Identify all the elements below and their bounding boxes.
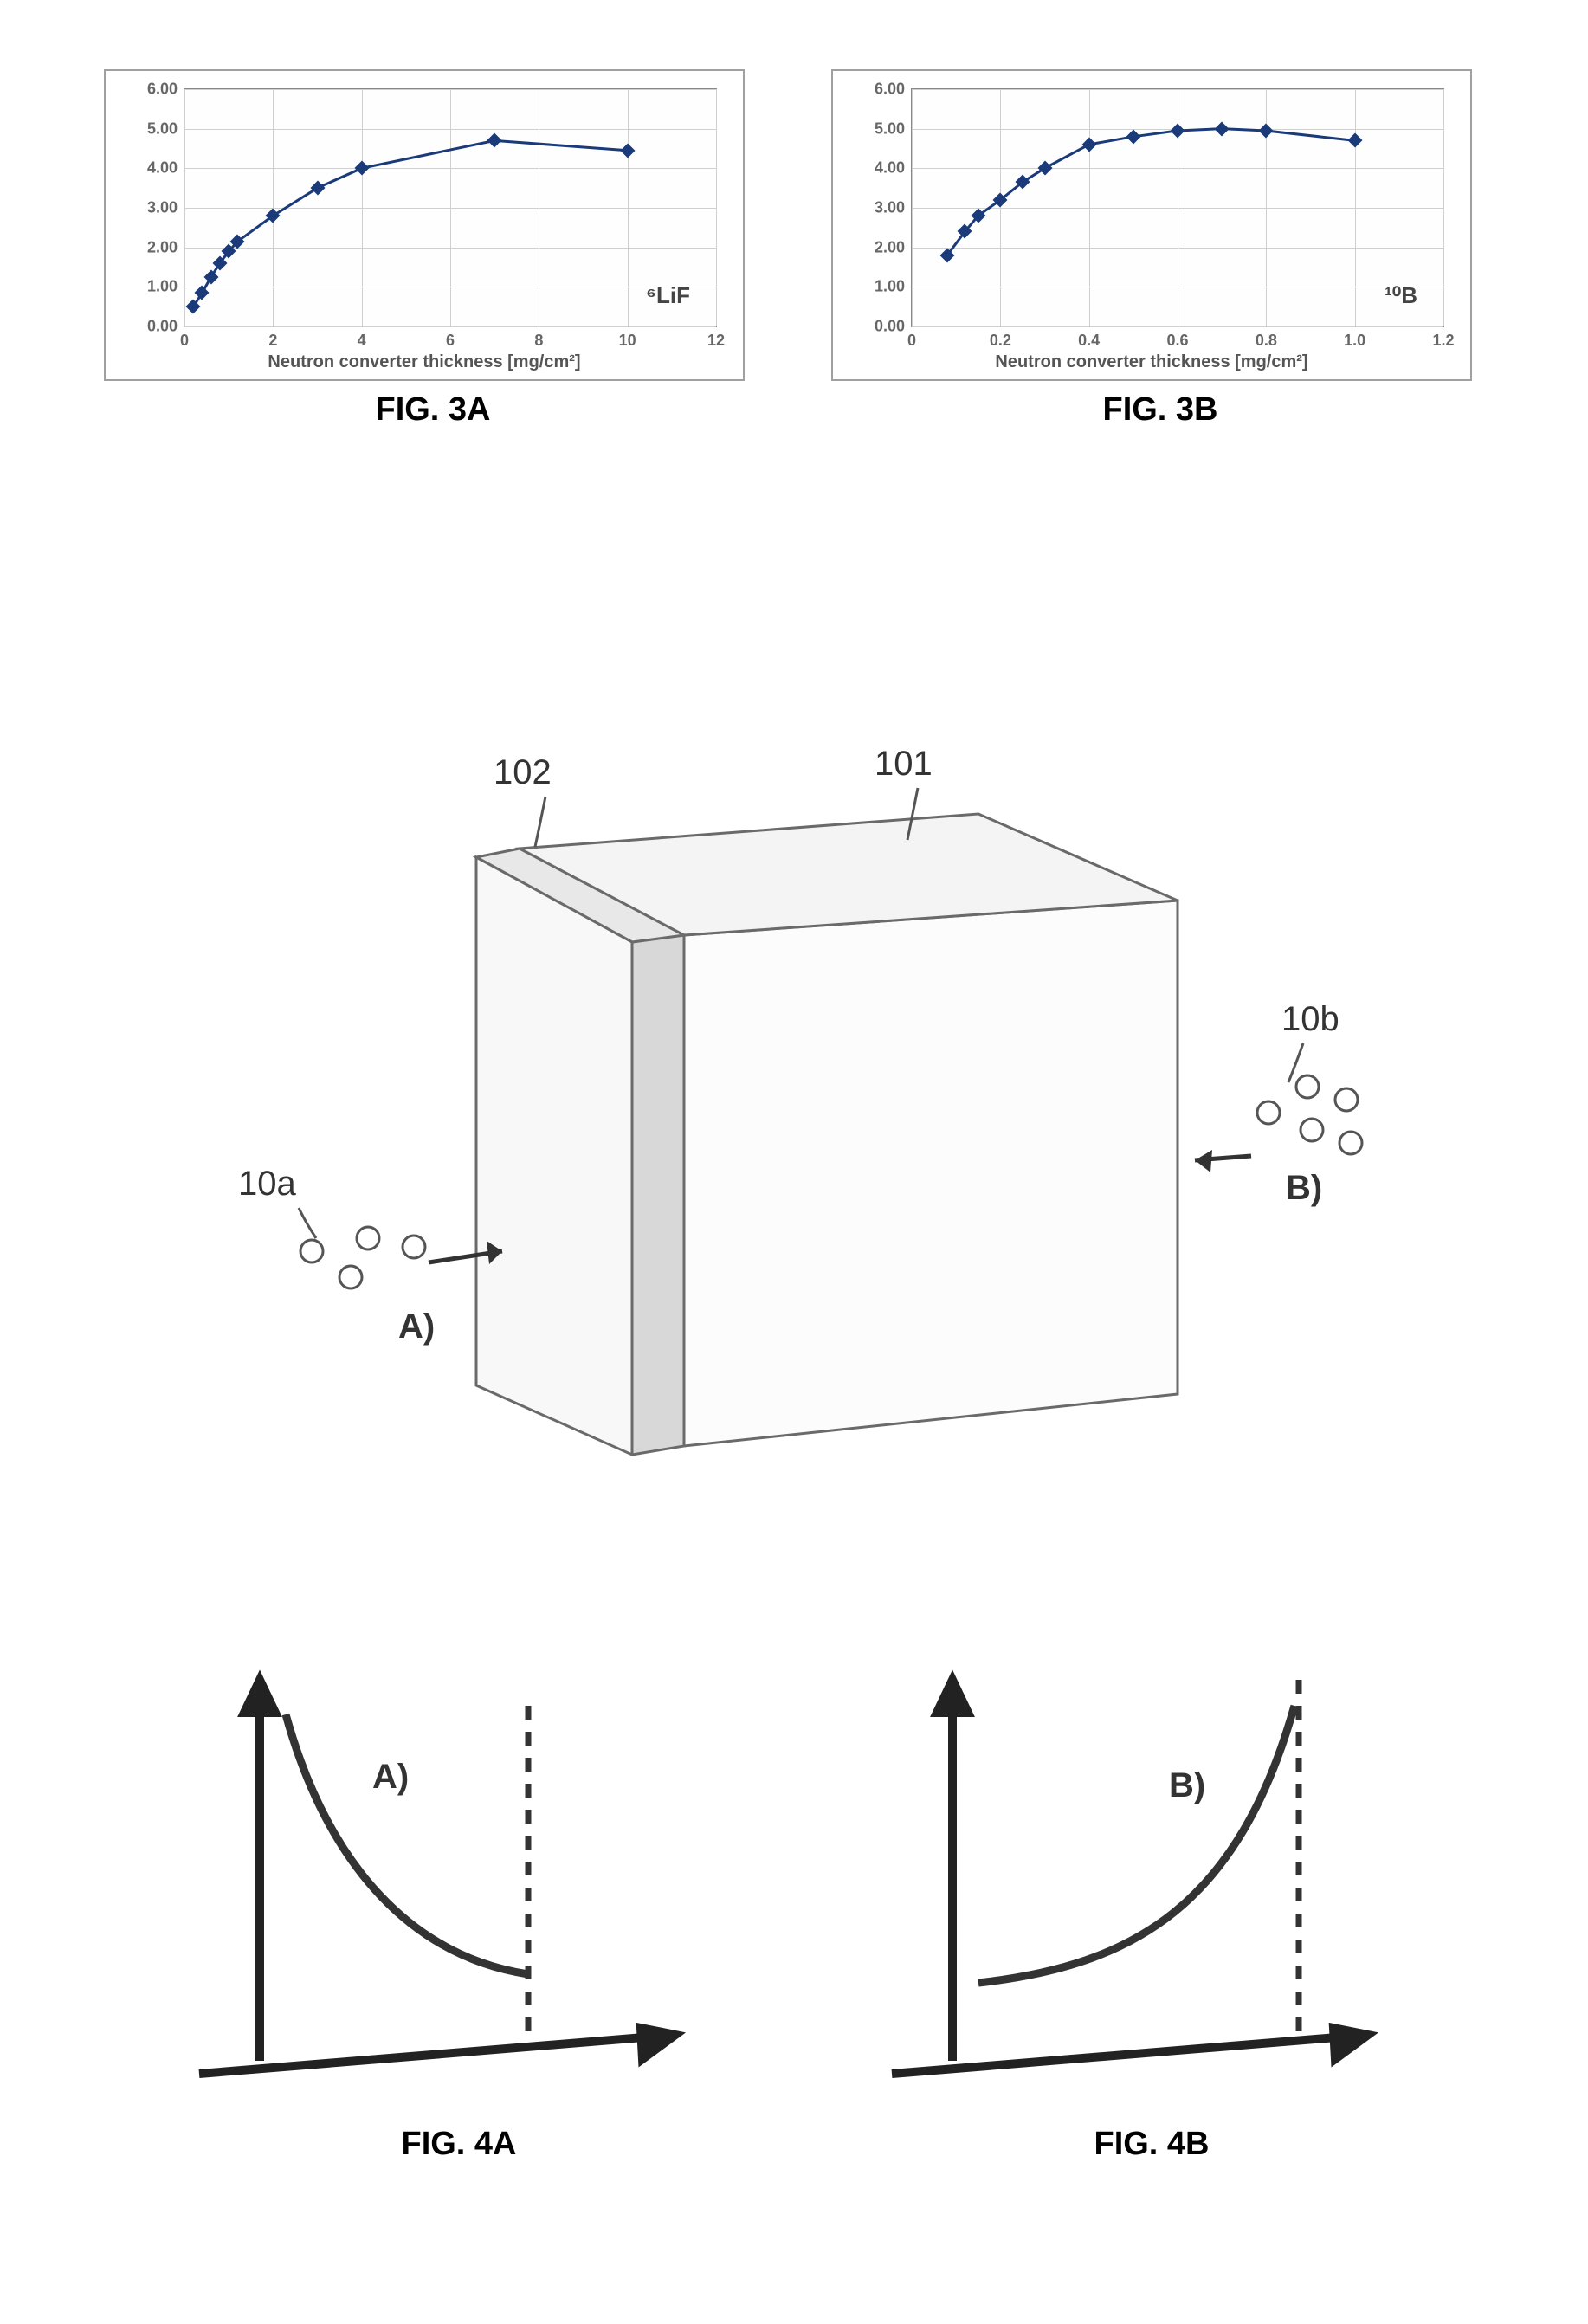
charts-row: Detection efficiency [%] Neutron convert… [104,69,1489,429]
label-102: 102 [494,753,552,792]
diagram-svg [199,727,1411,1550]
chart-3b-xlabel: Neutron converter thickness [mg/cm²] [995,352,1307,372]
label-101: 101 [875,745,933,784]
figure-4b-svg [849,1645,1455,2113]
chart-3b: Detection efficiency [%] Neutron convert… [831,69,1472,381]
figure-4-diagram: 102 101 10a 10b A) B) [199,727,1411,1550]
chart-3a-xlabel: Neutron converter thickness [mg/cm²] [268,352,580,372]
label-A: A) [398,1307,435,1346]
label-10b: 10b [1281,1000,1339,1039]
figure-4b-label: B) [1169,1766,1205,1805]
figure-4a-svg [156,1645,762,2113]
label-10a: 10a [238,1165,296,1204]
figure-4a-caption: FIG. 4A [156,2126,762,2163]
chart-3a-caption: FIG. 3A [104,391,762,429]
figure-4b-caption: FIG. 4B [849,2126,1455,2163]
chart-3b-plot: ¹⁰B 00.20.40.60.81.01.20.001.002.003.004… [911,88,1444,327]
chart-3a-plot: ⁶LiF 0246810120.001.002.003.004.005.006.… [184,88,717,327]
figure-4a: A) FIG. 4A [156,1645,762,2163]
label-B: B) [1286,1169,1322,1208]
chart-3b-caption: FIG. 3B [831,391,1489,429]
bottom-graphs-row: A) FIG. 4A B) FIG. 4B [156,1645,1455,2163]
chart-3a: Detection efficiency [%] Neutron convert… [104,69,745,381]
figure-4b: B) FIG. 4B [849,1645,1455,2163]
figure-4a-label: A) [372,1758,409,1797]
chart-3a-container: Detection efficiency [%] Neutron convert… [104,69,762,429]
chart-3b-container: Detection efficiency [%] Neutron convert… [831,69,1489,429]
